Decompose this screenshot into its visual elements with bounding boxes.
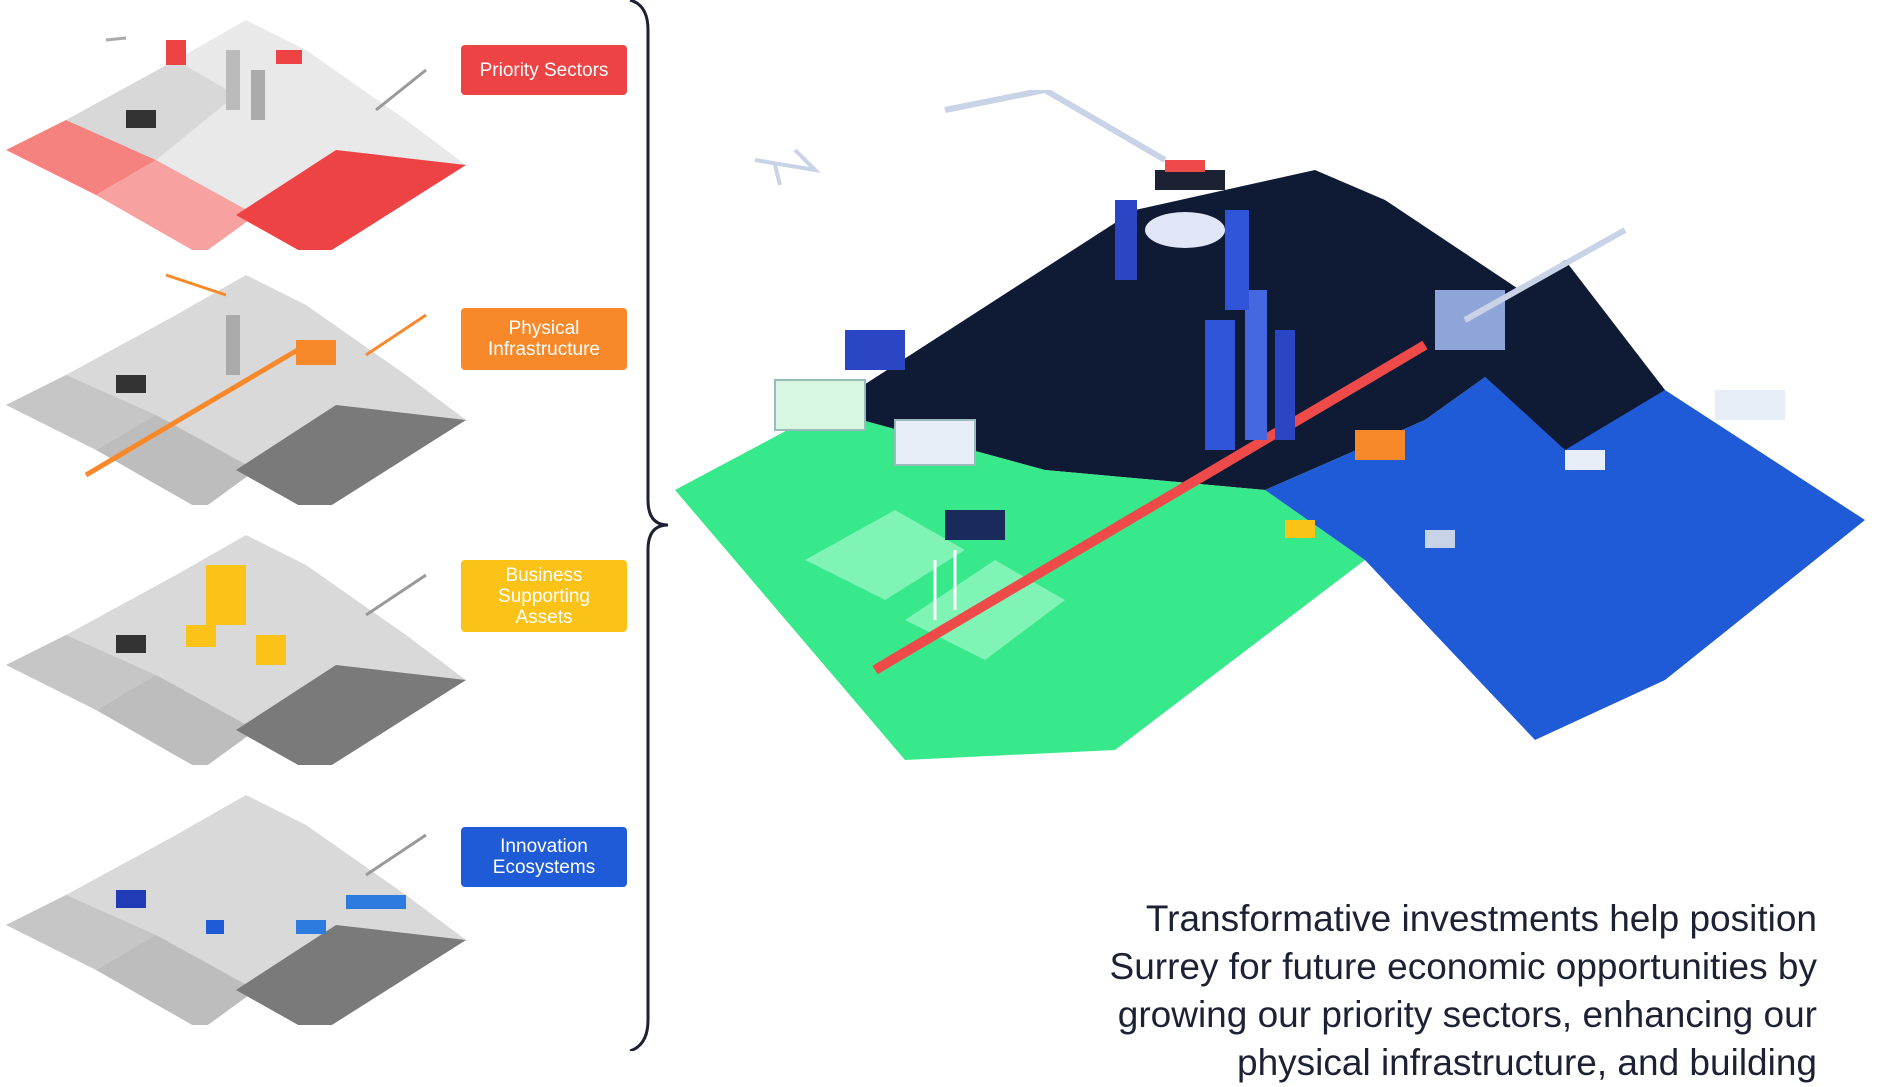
bridge-east — [1463, 227, 1627, 323]
server-racks — [845, 330, 905, 370]
caption-line: Surrey for future economic opportunities… — [1109, 946, 1817, 987]
physical-infrastructure-mini-map — [6, 273, 466, 505]
transit-road — [872, 340, 1428, 675]
priority-sectors-mini-map — [6, 20, 466, 250]
warehouse — [1355, 430, 1405, 460]
airplane — [754, 148, 821, 186]
cargo-ship — [1155, 170, 1225, 190]
caption-text: Transformative investments help position… — [917, 895, 1817, 1087]
solar-panels — [945, 510, 1005, 540]
caption-line: Transformative investments help position — [1145, 898, 1817, 939]
business-supporting-assets-mini-map — [6, 535, 466, 765]
innovation-ecosystems-mini-map — [6, 795, 466, 1025]
greenhouses — [774, 379, 866, 431]
yellow-car — [1285, 520, 1315, 538]
physical-infrastructure-label: Physical Infrastructure — [461, 308, 627, 370]
caption-line: growing our priority sectors, enhancing … — [1117, 994, 1817, 1035]
innovation-ecosystems-label: Innovation Ecosystems — [461, 827, 627, 887]
bridge-north — [944, 90, 1167, 163]
city-isometric-map — [675, 90, 1865, 760]
business-supporting-assets-label: Business Supporting Assets — [461, 560, 627, 632]
caption-line: physical infrastructure, and building — [1237, 1042, 1817, 1083]
curly-brace — [629, 0, 669, 1051]
urban-core-zone — [825, 170, 1565, 490]
priority-sectors-label: Priority Sectors — [461, 45, 627, 95]
innovation-blue-zone — [1265, 320, 1865, 740]
